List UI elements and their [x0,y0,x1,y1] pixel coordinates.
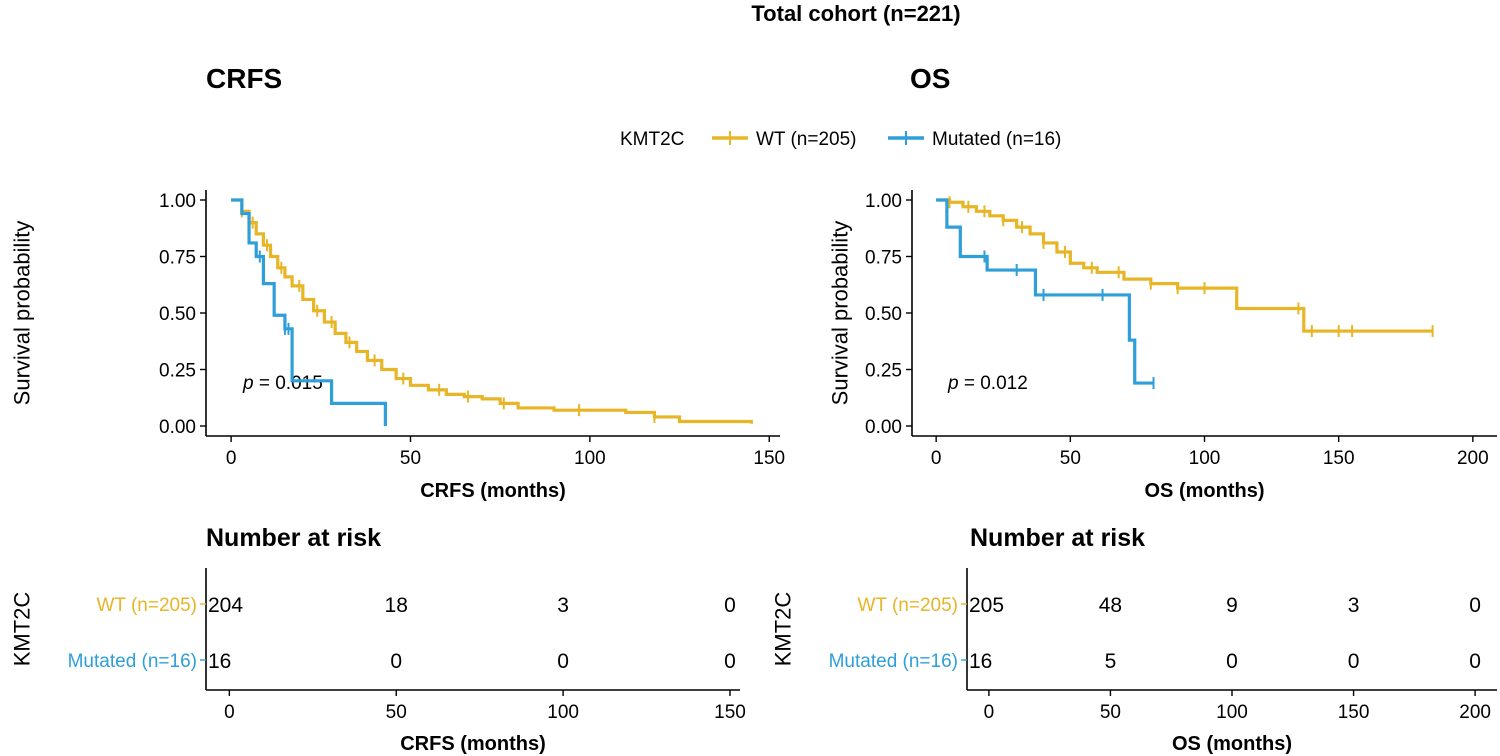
figure-title: Total cohort (n=221) [751,1,960,26]
os-ytick-label: 0.00 [865,417,902,438]
os-risk-xtick-label: 150 [1338,702,1370,723]
os-xtick-label: 200 [1457,448,1489,469]
crfs-risk-row-label-wt: WT (n=205) [97,595,198,616]
crfs-ytick-label: 0.50 [159,304,196,325]
crfs-risk-count: 204 [208,594,243,617]
crfs-risk-count: 16 [208,650,231,673]
crfs-risk-count: 18 [385,594,408,617]
crfs-xtick-label: 50 [400,448,421,469]
crfs-risk-title: Number at risk [206,524,381,552]
crfs-xtick-label: 100 [574,448,606,469]
crfs-risk-table: 0 50 100 150 CRFS (months) KMT2C WT (n=205) 204… [10,568,746,755]
crfs-ytick-label: 0.25 [159,361,196,382]
crfs-y-axis-label: Survival probability [10,221,35,406]
os-xtick-label: 150 [1323,448,1355,469]
crfs-ytick-label: 0.75 [159,248,196,269]
os-risk-count: 0 [1226,650,1238,673]
legend-wt-label: WT (n=205) [756,129,857,150]
os-risk-count: 0 [1469,650,1481,673]
os-risk-row-label-wt: WT (n=205) [858,595,959,616]
crfs-risk-xtick-label: 50 [386,702,407,723]
os-risk-count: 5 [1105,650,1117,673]
os-risk-y-axis-label: KMT2C [771,592,796,667]
crfs-curve-wt [231,198,753,424]
os-risk-xtick-label: 200 [1459,702,1491,723]
legend-mutated-label: Mutated (n=16) [932,129,1061,150]
os-risk-x-axis-label: OS (months) [1172,733,1292,755]
os-risk-count: 3 [1348,594,1360,617]
crfs-pvalue: p = 0.015 [242,373,323,394]
crfs-risk-xtick-label: 150 [714,702,746,723]
os-panel-title: OS [910,63,950,94]
os-risk-count: 0 [1469,594,1481,617]
crfs-risk-count: 0 [557,650,569,673]
legend-item-wt: WT (n=205) [712,129,857,150]
crfs-x-axis-label: CRFS (months) [420,480,566,502]
crfs-risk-xtick-label: 0 [224,702,235,723]
crfs-risk-count: 3 [557,594,569,617]
os-km-plot: 0.00 0.25 0.50 0.75 1.00 0 50 100 150 200 OS (mont… [828,190,1497,502]
crfs-curve-mut [231,198,387,426]
os-y-axis-label: Survival probability [828,221,853,406]
crfs-risk-x-axis-label: CRFS (months) [400,733,546,755]
crfs-risk-xtick-label: 100 [547,702,579,723]
os-ytick-label: 1.00 [865,191,902,212]
crfs-ytick-label: 1.00 [159,191,196,212]
legend: KMT2C WT (n=205) Mutated (n=16) [620,129,1061,150]
os-risk-xtick-label: 0 [984,702,995,723]
crfs-risk-y-axis-label: KMT2C [10,592,35,667]
os-xtick-label: 100 [1189,448,1221,469]
os-curve-wt [936,198,1433,333]
os-xtick-label: 0 [931,448,942,469]
crfs-risk-count: 0 [390,650,402,673]
os-ytick-label: 0.75 [865,248,902,269]
crfs-xtick-label: 150 [753,448,785,469]
os-pvalue: p = 0.012 [947,373,1028,394]
crfs-xtick-label: 0 [226,448,237,469]
os-ytick-label: 0.25 [865,361,902,382]
os-ytick-label: 0.50 [865,304,902,325]
crfs-panel-title: CRFS [206,63,282,94]
os-curve-mut [936,198,1154,385]
legend-item-mutated: Mutated (n=16) [888,129,1061,150]
os-risk-xtick-label: 50 [1100,702,1121,723]
os-x-axis-label: OS (months) [1145,480,1265,502]
os-risk-title: Number at risk [970,524,1145,552]
os-risk-count: 0 [1348,650,1360,673]
os-risk-count: 205 [969,594,1004,617]
os-risk-xtick-label: 100 [1216,702,1248,723]
crfs-ytick-label: 0.00 [159,417,196,438]
os-xtick-label: 50 [1060,448,1081,469]
legend-title: KMT2C [620,129,684,150]
crfs-risk-count: 0 [724,650,736,673]
crfs-km-plot: 0.00 0.25 0.50 0.75 1.00 0 50 100 150 CRFS (month… [10,190,785,502]
crfs-risk-count: 0 [724,594,736,617]
os-risk-count: 16 [969,650,992,673]
os-risk-count: 48 [1099,594,1122,617]
os-risk-count: 9 [1226,594,1238,617]
os-risk-row-label-mut: Mutated (n=16) [829,651,958,672]
crfs-risk-row-label-mut: Mutated (n=16) [68,651,197,672]
